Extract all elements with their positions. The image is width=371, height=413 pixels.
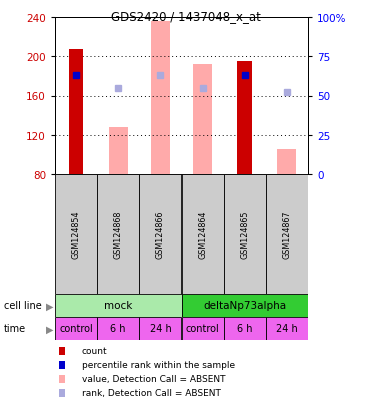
Bar xyxy=(237,62,252,175)
Bar xyxy=(266,175,308,294)
Text: GSM124854: GSM124854 xyxy=(72,210,81,259)
Bar xyxy=(278,150,296,175)
Bar xyxy=(139,175,181,294)
Text: control: control xyxy=(186,324,220,334)
Bar xyxy=(181,317,224,340)
Bar xyxy=(139,317,181,340)
Text: 24 h: 24 h xyxy=(276,324,298,334)
Text: control: control xyxy=(59,324,93,334)
Text: value, Detection Call = ABSENT: value, Detection Call = ABSENT xyxy=(82,375,225,384)
Text: 6 h: 6 h xyxy=(111,324,126,334)
Bar xyxy=(55,294,181,317)
Bar xyxy=(151,22,170,175)
Text: count: count xyxy=(82,347,107,356)
Bar xyxy=(181,175,224,294)
Text: GSM124868: GSM124868 xyxy=(114,210,123,259)
Bar xyxy=(266,317,308,340)
Bar xyxy=(224,175,266,294)
Text: GDS2420 / 1437048_x_at: GDS2420 / 1437048_x_at xyxy=(111,10,260,23)
Bar xyxy=(181,294,308,317)
Text: GSM124867: GSM124867 xyxy=(282,210,291,259)
Bar xyxy=(224,317,266,340)
Text: time: time xyxy=(4,324,26,334)
Text: GSM124866: GSM124866 xyxy=(156,210,165,259)
Text: ▶: ▶ xyxy=(46,324,54,334)
Bar xyxy=(97,317,139,340)
Bar xyxy=(69,50,83,175)
Text: 24 h: 24 h xyxy=(150,324,171,334)
Bar xyxy=(55,175,97,294)
Text: rank, Detection Call = ABSENT: rank, Detection Call = ABSENT xyxy=(82,389,220,398)
Bar xyxy=(109,128,128,175)
Bar xyxy=(55,317,97,340)
Text: ▶: ▶ xyxy=(46,301,54,311)
Bar xyxy=(193,65,212,175)
Text: GSM124864: GSM124864 xyxy=(198,210,207,259)
Text: cell line: cell line xyxy=(4,301,42,311)
Text: mock: mock xyxy=(104,301,132,311)
Text: GSM124865: GSM124865 xyxy=(240,210,249,259)
Bar xyxy=(97,175,139,294)
Text: percentile rank within the sample: percentile rank within the sample xyxy=(82,361,235,370)
Text: deltaNp73alpha: deltaNp73alpha xyxy=(203,301,286,311)
Text: 6 h: 6 h xyxy=(237,324,253,334)
